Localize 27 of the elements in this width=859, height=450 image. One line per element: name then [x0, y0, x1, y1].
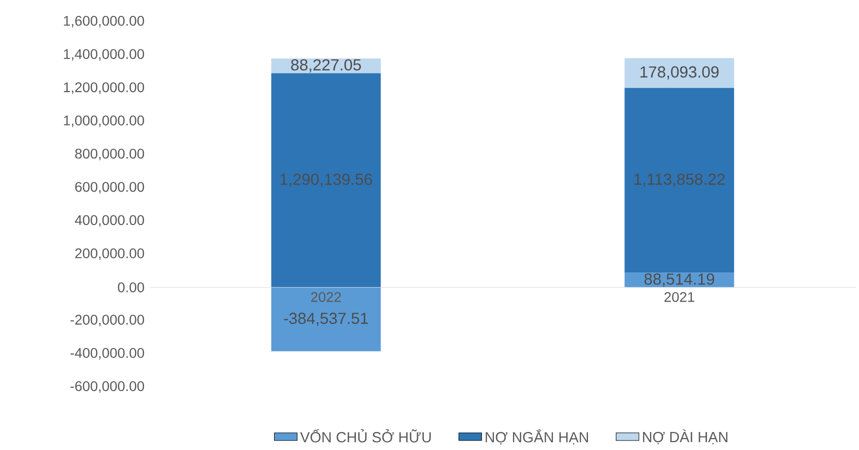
bar: [624, 58, 734, 88]
y-tick-label: -400,000.00: [70, 348, 144, 360]
bar: [271, 73, 381, 288]
data-label: 1,113,858.22: [634, 174, 725, 187]
data-label: 88,514.19: [644, 274, 714, 287]
y-tick-label: 800,000.00: [75, 148, 144, 160]
y-tick-label: 1,200,000.00: [64, 82, 144, 94]
y-tick-label: 1,400,000.00: [64, 49, 144, 61]
bar: [624, 88, 734, 273]
data-label: 88,227.05: [291, 59, 361, 73]
y-tick-label: 1,600,000.00: [64, 16, 144, 28]
y-tick-label: -600,000.00: [70, 381, 144, 393]
data-label: -384,537.51: [284, 312, 368, 326]
y-tick-label: 200,000.00: [75, 248, 144, 260]
data-label: 1,290,139.56: [280, 174, 372, 188]
legend-label: NỢ NGẮN HẠN: [486, 429, 588, 445]
x-tick-label: 2022: [311, 292, 341, 302]
y-tick-label: 600,000.00: [75, 182, 144, 194]
y-tick-label: 400,000.00: [74, 215, 144, 227]
legend-label: NỢ DÀI HẠN: [643, 430, 728, 444]
bar: [271, 288, 381, 352]
y-tick-label: 1,000,000.00: [64, 116, 144, 128]
legend-label: VỐN CHỦ SỞ HỮU: [300, 429, 431, 443]
x-tick-label: 2021: [664, 292, 694, 302]
y-tick-label: -200,000.00: [70, 314, 144, 327]
y-tick-label: 0.00: [118, 282, 144, 293]
data-label: 178,093.09: [640, 66, 719, 80]
